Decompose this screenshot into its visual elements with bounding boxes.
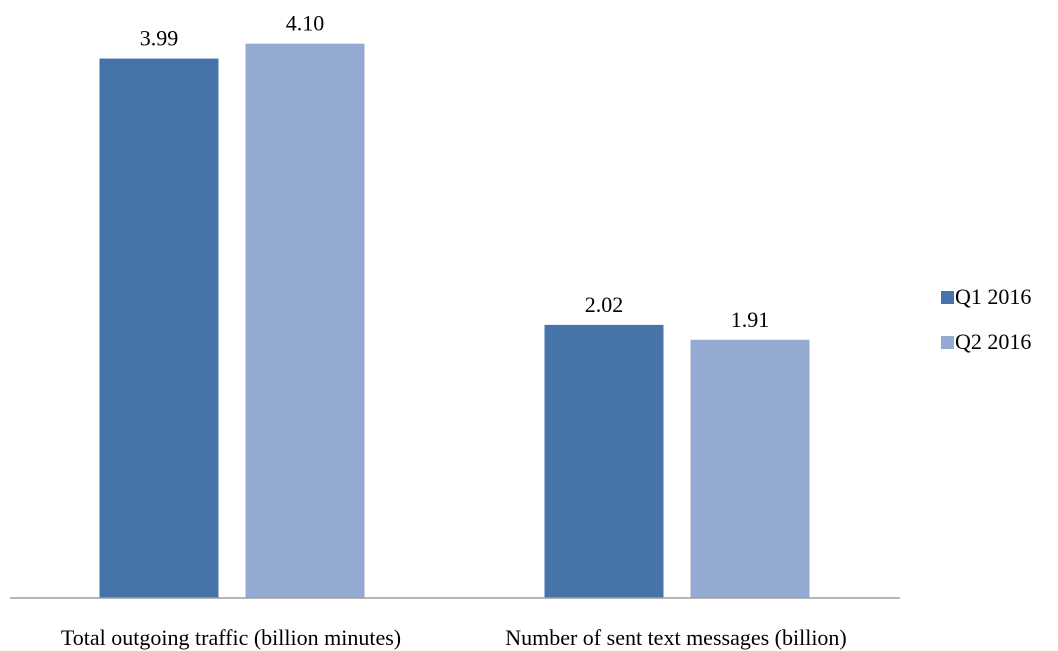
legend-swatch <box>941 336 954 349</box>
category-label: Total outgoing traffic (billion minutes) <box>61 625 401 650</box>
data-label: 3.99 <box>140 26 179 51</box>
data-label: 1.91 <box>731 307 770 332</box>
bar-q2-traffic <box>245 43 365 599</box>
data-label: 2.02 <box>585 292 624 317</box>
category-labels-group: Total outgoing traffic (billion minutes)… <box>61 625 847 650</box>
category-label: Number of sent text messages (billion) <box>505 625 847 650</box>
legend: Q1 2016 Q2 2016 <box>941 284 1031 354</box>
bars-group <box>99 43 810 599</box>
legend-label: Q1 2016 <box>955 284 1031 309</box>
data-label: 4.10 <box>286 11 325 36</box>
legend-label: Q2 2016 <box>955 329 1031 354</box>
legend-swatch <box>941 291 954 304</box>
bar-q1-traffic <box>99 58 219 598</box>
bar-q1-texts <box>544 324 664 598</box>
bar-q2-texts <box>690 339 810 598</box>
data-labels-group: 3.99 2.02 4.10 1.91 <box>140 11 770 332</box>
